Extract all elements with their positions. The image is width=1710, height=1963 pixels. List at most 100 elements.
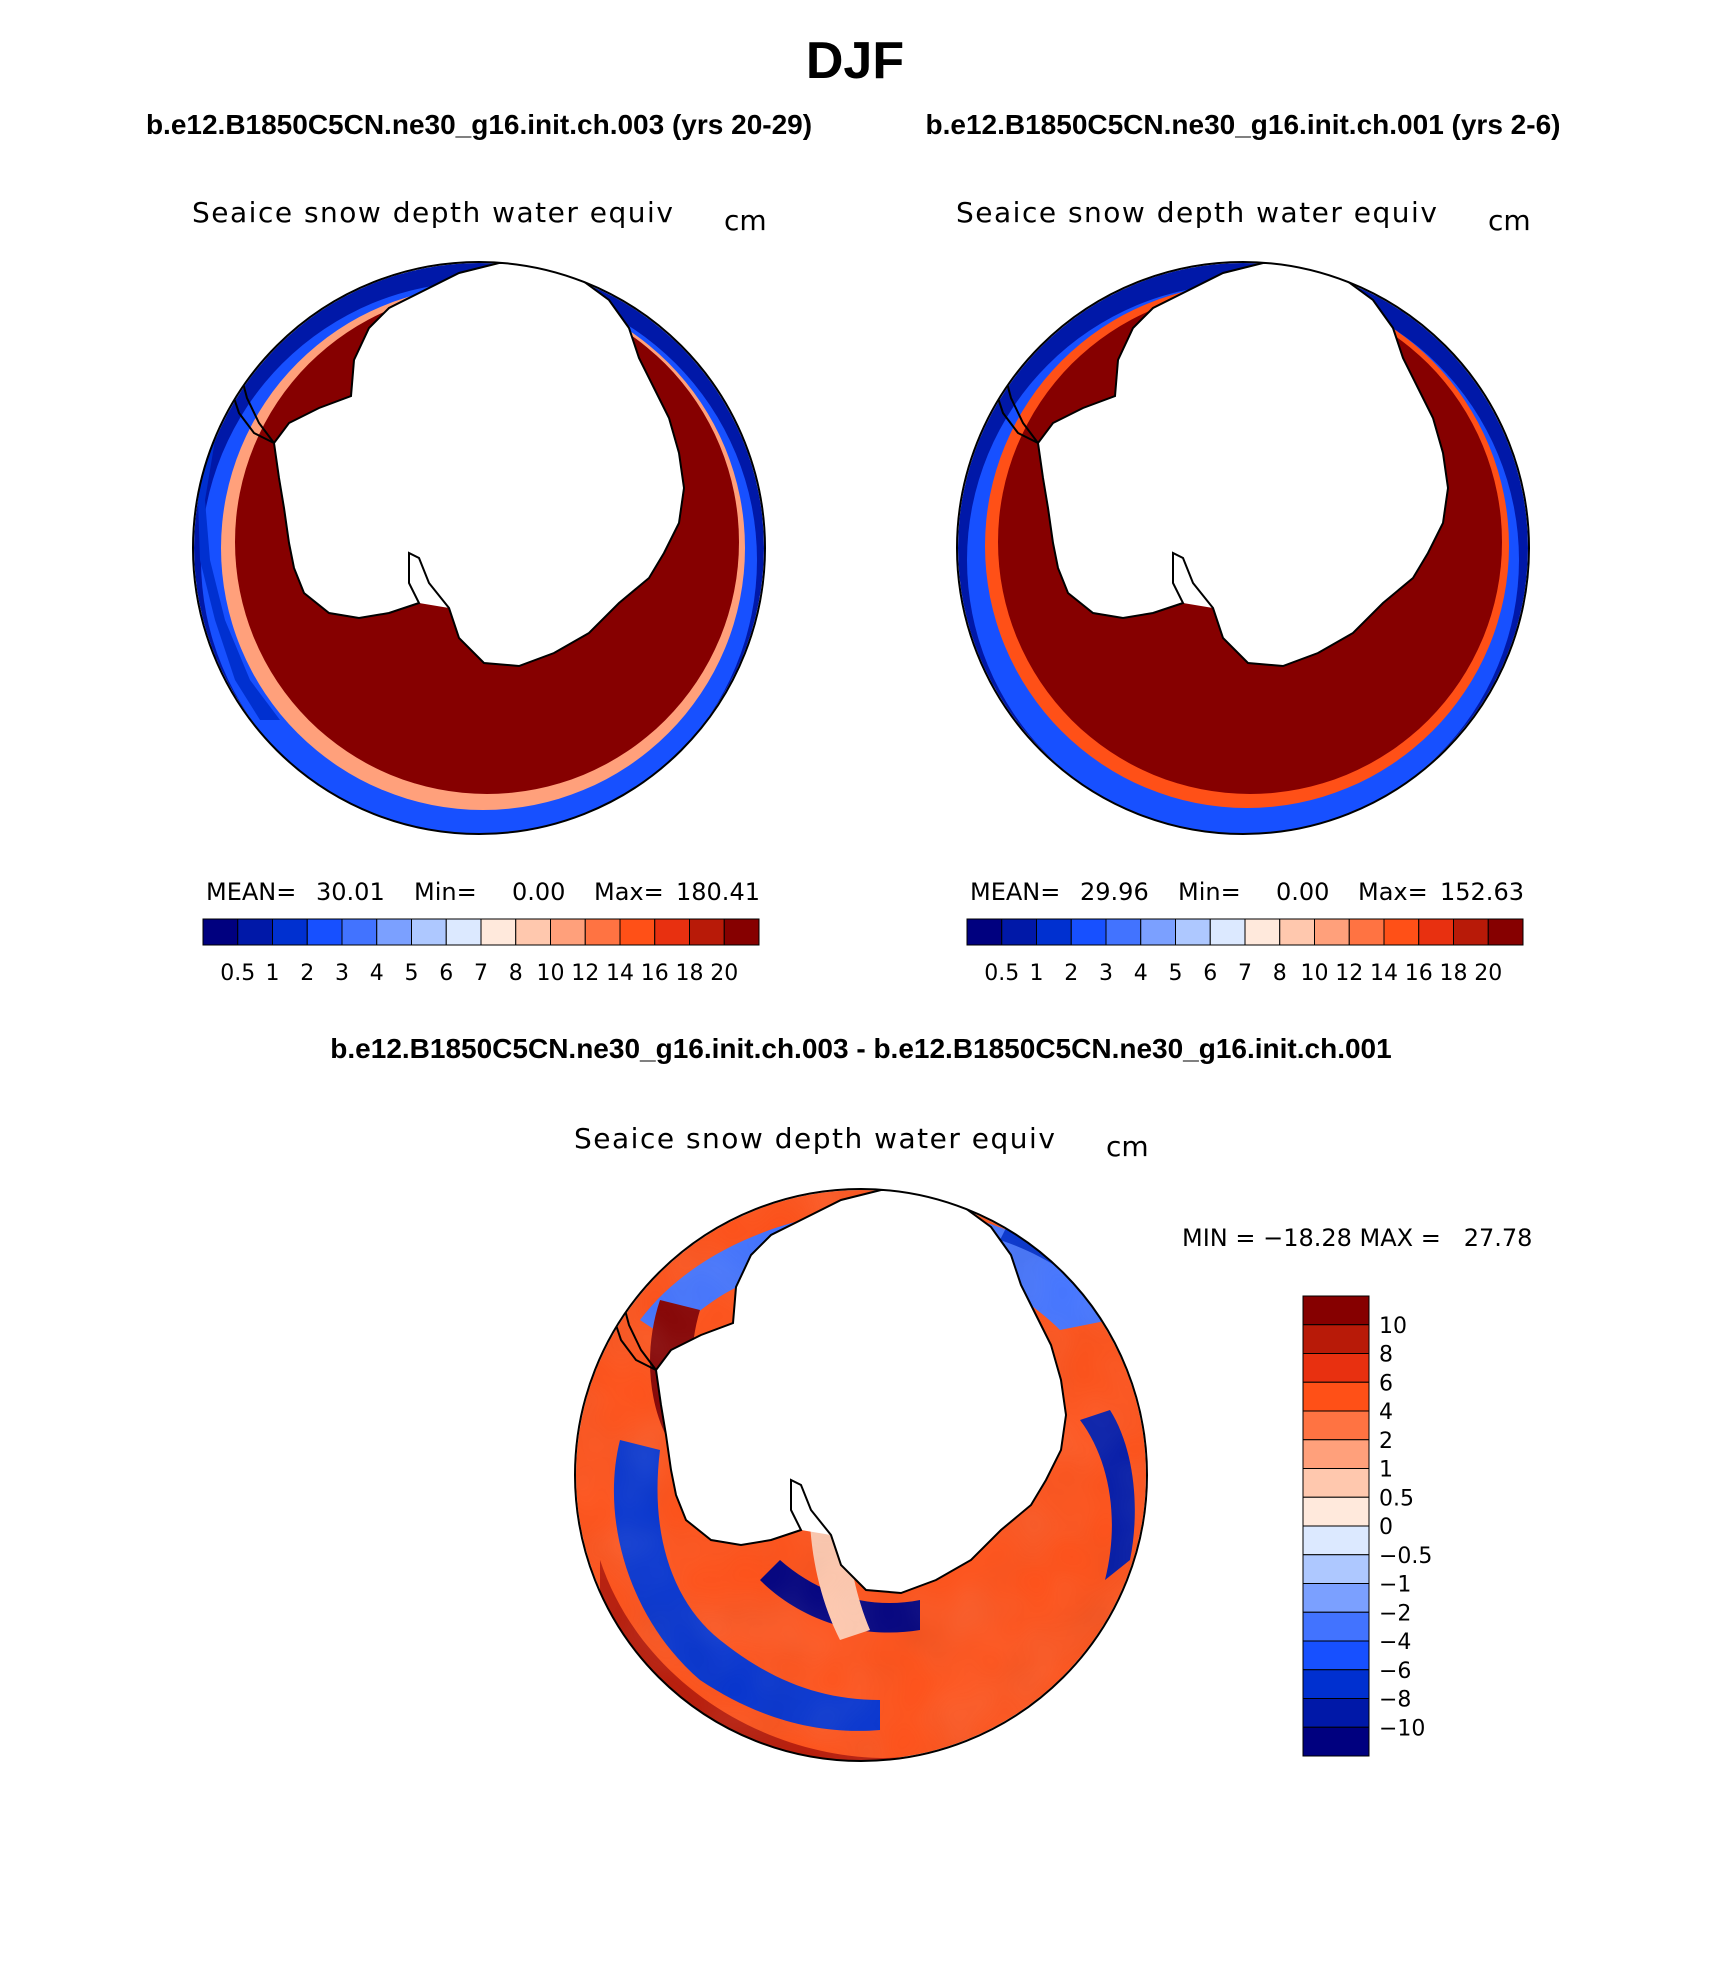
right-colorbar-swatch bbox=[1314, 918, 1350, 946]
diff-colorbar-tick-label: −10 bbox=[1379, 1716, 1425, 1741]
diff-colorbar-swatch bbox=[1302, 1439, 1370, 1469]
left-colorbar-tick-label: 4 bbox=[370, 961, 384, 986]
left-colorbar-tick-label: 14 bbox=[606, 961, 634, 986]
left-colorbar-swatch bbox=[480, 918, 517, 946]
left-mean-label: MEAN= bbox=[206, 878, 296, 906]
left-stats: MEAN= 30.01 Min= 0.00 Max= 180.41 bbox=[206, 878, 760, 906]
diff-colorbar-swatch bbox=[1302, 1324, 1370, 1354]
right-units-label: cm bbox=[1488, 204, 1531, 237]
diff-colorbar-swatch bbox=[1302, 1554, 1370, 1584]
right-stats: MEAN= 29.96 Min= 0.00 Max= 152.63 bbox=[970, 878, 1524, 906]
left-colorbar-swatch bbox=[619, 918, 656, 946]
left-mean-value: 30.01 bbox=[316, 878, 385, 906]
diff-colorbar-swatch bbox=[1302, 1640, 1370, 1671]
left-colorbar: 0.5 1 2 3 4 5 6 7 8 10 12 14 16 18 20 bbox=[202, 918, 760, 986]
left-max-label: Max= bbox=[594, 878, 664, 906]
right-colorbar-tick-label: 20 bbox=[1474, 961, 1502, 986]
right-colorbar-swatch bbox=[1348, 918, 1385, 946]
diff-colorbar-tick-label: −6 bbox=[1379, 1659, 1411, 1684]
right-colorbar-tick-label: 1 bbox=[1030, 961, 1044, 986]
right-case-title: b.e12.B1850C5CN.ne30_g16.init.ch.001 (yr… bbox=[926, 109, 1561, 140]
right-colorbar-swatch bbox=[1487, 918, 1524, 946]
left-case-title: b.e12.B1850C5CN.ne30_g16.init.ch.003 (yr… bbox=[146, 109, 812, 140]
left-map bbox=[193, 262, 765, 834]
left-colorbar-swatch bbox=[202, 918, 239, 946]
left-colorbar-tick-label: 0.5 bbox=[220, 961, 255, 986]
left-colorbar-tick-label: 10 bbox=[537, 961, 565, 986]
right-colorbar-swatch bbox=[1070, 918, 1107, 946]
right-colorbar-swatch bbox=[1036, 918, 1072, 946]
left-colorbar-tick-label: 5 bbox=[405, 961, 419, 986]
diff-colorbar-swatch bbox=[1302, 1525, 1370, 1556]
diff-colorbar-tick-label: −0.5 bbox=[1379, 1544, 1432, 1569]
left-colorbar-swatch bbox=[584, 918, 621, 946]
right-colorbar-tick-label: 7 bbox=[1238, 961, 1252, 986]
right-map bbox=[957, 262, 1529, 834]
diff-colorbar-swatch bbox=[1302, 1353, 1370, 1383]
left-min-value: 0.00 bbox=[512, 878, 565, 906]
right-colorbar-swatch bbox=[1453, 918, 1489, 946]
left-colorbar-swatch bbox=[272, 918, 308, 946]
right-colorbar-swatch bbox=[1383, 918, 1420, 946]
right-colorbar-tick-label: 4 bbox=[1134, 961, 1148, 986]
diff-map-border bbox=[574, 1188, 1148, 1762]
diff-colorbar-tick-label: 10 bbox=[1379, 1314, 1407, 1339]
figure-title: DJF bbox=[806, 32, 904, 90]
left-variable-label: Seaice snow depth water equiv bbox=[192, 196, 674, 229]
right-colorbar-swatch bbox=[1244, 918, 1281, 946]
diff-colorbar-swatch bbox=[1302, 1726, 1370, 1757]
right-colorbar-tick-label: 2 bbox=[1064, 961, 1078, 986]
diff-colorbar-tick-label: 1 bbox=[1379, 1458, 1393, 1483]
right-colorbar-tick-label: 10 bbox=[1301, 961, 1329, 986]
left-units-label: cm bbox=[724, 204, 767, 237]
diff-colorbar-swatch bbox=[1302, 1611, 1370, 1642]
right-colorbar-tick-label: 6 bbox=[1203, 961, 1217, 986]
right-colorbar-swatch bbox=[1175, 918, 1211, 946]
left-colorbar-swatch bbox=[550, 918, 586, 946]
right-colorbar-swatch bbox=[1418, 918, 1454, 946]
left-colorbar-tick-label: 12 bbox=[571, 961, 599, 986]
left-colorbar-tick-label: 16 bbox=[641, 961, 669, 986]
right-colorbar: 0.5 1 2 3 4 5 6 7 8 10 12 14 16 18 20 bbox=[966, 918, 1524, 986]
diff-minmax: MIN = −18.28 MAX = 27.78 bbox=[1182, 1224, 1532, 1252]
right-colorbar-tick-label: 12 bbox=[1335, 961, 1363, 986]
left-colorbar-tick-label: 3 bbox=[335, 961, 349, 986]
diff-variable-label: Seaice snow depth water equiv bbox=[574, 1122, 1056, 1155]
diff-colorbar-swatch bbox=[1302, 1295, 1370, 1326]
diff-colorbar-swatch bbox=[1302, 1468, 1370, 1498]
diff-colorbar-tick-label: 6 bbox=[1379, 1371, 1393, 1396]
diff-colorbar-tick-label: −8 bbox=[1379, 1688, 1411, 1713]
right-colorbar-swatch bbox=[1279, 918, 1315, 946]
right-colorbar-tick-label: 8 bbox=[1273, 961, 1287, 986]
left-colorbar-swatch bbox=[237, 918, 273, 946]
right-min-label: Min= bbox=[1178, 878, 1241, 906]
right-colorbar-swatch bbox=[1209, 918, 1246, 946]
right-colorbar-swatch bbox=[1140, 918, 1176, 946]
right-colorbar-swatch bbox=[1001, 918, 1037, 946]
right-colorbar-tick-label: 14 bbox=[1370, 961, 1398, 986]
left-colorbar-swatch bbox=[341, 918, 378, 946]
diff-colorbar: 10 8 6 4 2 1 0.5 0 −0.5 −1 −2 −4 −6 −8 −10 bbox=[1302, 1295, 1432, 1757]
right-max-label: Max= bbox=[1358, 878, 1428, 906]
left-min-label: Min= bbox=[414, 878, 477, 906]
diff-colorbar-tick-label: 4 bbox=[1379, 1400, 1393, 1425]
diff-colorbar-tick-label: 0 bbox=[1379, 1515, 1393, 1540]
left-colorbar-tick-label: 2 bbox=[300, 961, 314, 986]
left-colorbar-swatch bbox=[689, 918, 725, 946]
right-map-border bbox=[956, 261, 1530, 835]
right-min-value: 0.00 bbox=[1276, 878, 1329, 906]
right-max-value: 152.63 bbox=[1440, 878, 1524, 906]
right-mean-label: MEAN= bbox=[970, 878, 1060, 906]
left-max-value: 180.41 bbox=[676, 878, 760, 906]
right-colorbar-tick-label: 5 bbox=[1169, 961, 1183, 986]
left-colorbar-tick-label: 1 bbox=[266, 961, 280, 986]
diff-colorbar-swatch bbox=[1302, 1583, 1370, 1613]
diff-colorbar-swatch bbox=[1302, 1381, 1370, 1412]
right-colorbar-swatch bbox=[1105, 918, 1142, 946]
left-colorbar-tick-label: 8 bbox=[509, 961, 523, 986]
left-colorbar-swatch bbox=[376, 918, 412, 946]
diff-colorbar-tick-label: −1 bbox=[1379, 1573, 1411, 1598]
right-colorbar-tick-label: 3 bbox=[1099, 961, 1113, 986]
diff-colorbar-tick-label: 0.5 bbox=[1379, 1486, 1414, 1511]
left-colorbar-swatch bbox=[306, 918, 343, 946]
